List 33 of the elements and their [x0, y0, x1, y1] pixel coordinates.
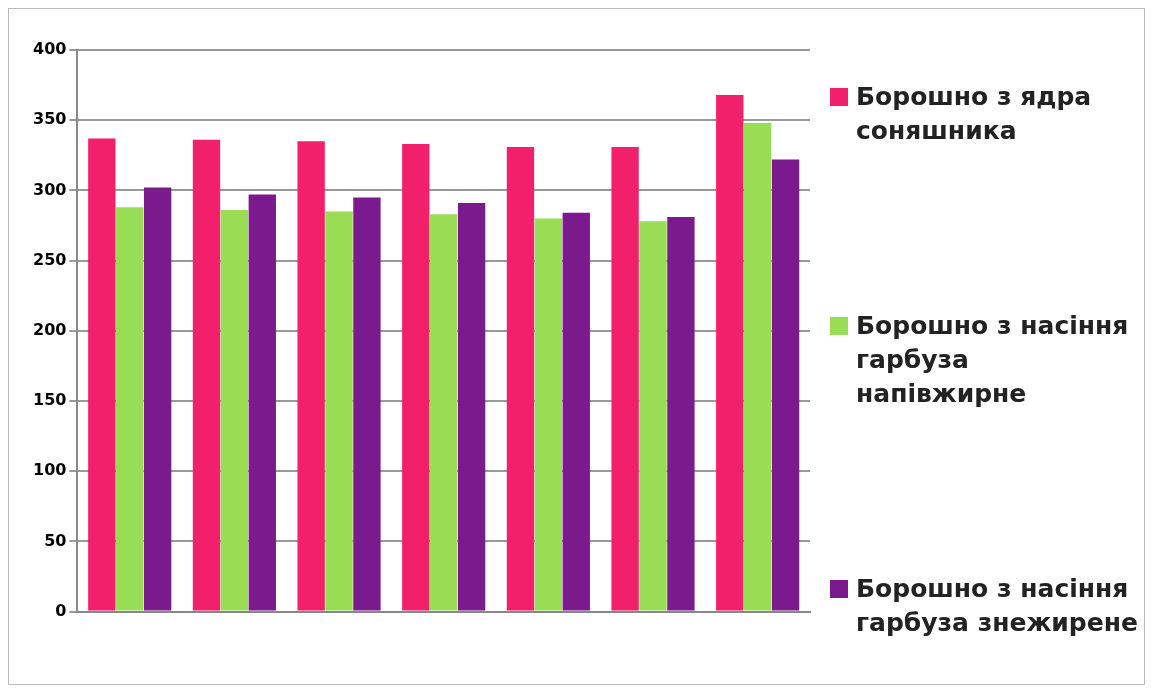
y-tick-label: 250	[32, 249, 67, 269]
bar	[192, 139, 221, 611]
legend-label: Борошно з ядра соняшника	[856, 81, 1093, 147]
bar	[248, 194, 276, 611]
legend-label: Борошно з насіння гарбуза напівжирне	[856, 310, 1130, 410]
y-tick-label: 100	[32, 460, 67, 480]
bar	[771, 159, 800, 611]
y-tick-label: 50	[44, 530, 67, 550]
y-tick-label: 400	[32, 39, 67, 59]
bar	[353, 197, 381, 611]
y-tick-label: 150	[32, 390, 67, 410]
bar	[744, 123, 772, 611]
bar	[562, 212, 590, 611]
bar	[506, 146, 535, 611]
bar	[297, 141, 325, 611]
bar	[534, 218, 563, 611]
bar	[457, 203, 486, 611]
bar	[430, 214, 458, 611]
bar	[143, 187, 172, 611]
bar	[116, 207, 144, 611]
legend-label: Борошно з насіння гарбуза знежирене	[856, 573, 1139, 639]
y-tick-label: 300	[32, 179, 67, 199]
bar	[716, 94, 744, 611]
bar	[667, 217, 695, 611]
bar	[639, 221, 667, 611]
bar	[402, 144, 430, 611]
y-tick-label: 0	[55, 600, 67, 620]
bar	[88, 138, 116, 611]
y-tick-label: 350	[32, 109, 67, 129]
bar	[220, 210, 249, 611]
bar	[611, 146, 639, 611]
y-tick-label: 200	[32, 319, 67, 339]
bar	[325, 211, 353, 611]
